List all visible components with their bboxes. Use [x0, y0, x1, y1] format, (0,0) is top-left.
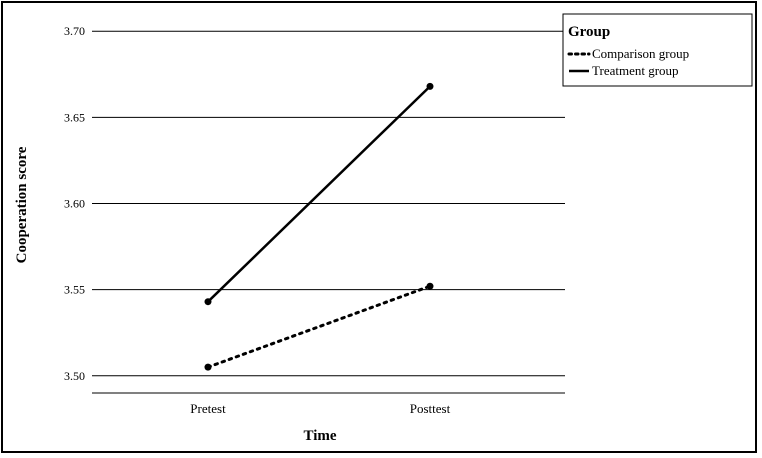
- legend: Group Comparison group Treatment group: [562, 13, 753, 87]
- data-point-treatment-group: [426, 82, 434, 90]
- y-tick-label: 3.55: [64, 283, 85, 297]
- legend-label-treatment: Treatment group: [592, 63, 679, 78]
- series-group: [204, 82, 434, 371]
- legend-label-comparison: Comparison group: [592, 46, 689, 61]
- series-line-comparison-group: [206, 284, 432, 369]
- legend-box: [562, 13, 753, 87]
- y-tick-label: 3.65: [64, 110, 85, 124]
- y-tick-labels: 3.50 3.55 3.60 3.65 3.70: [64, 24, 85, 383]
- data-point-comparison-group: [204, 363, 212, 371]
- y-axis-title: Cooperation score: [14, 146, 30, 263]
- data-point-treatment-group: [204, 298, 212, 306]
- x-tick-label: Posttest: [410, 401, 451, 416]
- y-tick-label: 3.60: [64, 197, 85, 211]
- gridlines: [92, 30, 565, 377]
- data-point-comparison-group: [426, 282, 434, 290]
- x-tick-label: Pretest: [190, 401, 226, 416]
- legend-title: Group: [568, 24, 610, 40]
- x-axis-title: Time: [303, 428, 336, 444]
- y-tick-label: 3.70: [64, 24, 85, 38]
- x-tick-labels: Pretest Posttest: [190, 401, 450, 416]
- series-line-treatment-group: [207, 85, 431, 303]
- y-tick-label: 3.50: [64, 369, 85, 383]
